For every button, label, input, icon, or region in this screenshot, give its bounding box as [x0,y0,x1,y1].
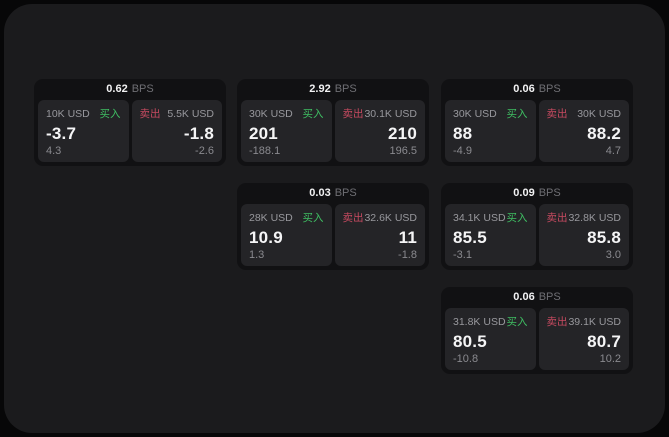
quote-column-3: 0.06 BPS 30K USD 买入 88 -4.9 卖出 30K USD 8… [441,79,633,374]
buy-tile[interactable]: 30K USD 买入 88 -4.9 [445,100,536,162]
sell-tile[interactable]: 卖出 32.8K USD 85.8 3.0 [538,204,629,266]
bps-value: 0.62 [106,83,128,95]
quote-card: 2.92 BPS 30K USD 买入 201 -188.1 卖出 30.1K … [237,79,429,166]
sell-delta: 10.2 [599,353,621,365]
sell-delta: -2.6 [195,145,214,157]
buy-delta: 4.3 [46,145,62,157]
buy-label: 买入 [302,212,324,224]
sell-label: 卖出 [342,108,364,120]
sell-delta: 4.7 [605,145,621,157]
sell-amount: 32.6K USD [364,211,417,224]
sell-price: -1.8 [183,123,214,143]
quote-card: 0.06 BPS 31.8K USD 买入 80.5 -10.8 卖出 39.1… [441,287,633,374]
buy-amount: 28K USD [249,211,293,224]
buy-label: 买入 [506,108,528,120]
bps-header: 0.09 BPS [445,183,629,204]
quote-column-1: 0.62 BPS 10K USD 买入 -3.7 4.3 卖出 5.5K USD… [34,79,226,166]
buy-tile[interactable]: 34.1K USD 买入 85.5 -3.1 [445,204,536,266]
buy-price: 85.5 [453,227,487,247]
buy-delta: -3.1 [453,249,472,261]
quote-card: 0.06 BPS 30K USD 买入 88 -4.9 卖出 30K USD 8… [441,79,633,166]
sell-price: 80.7 [587,331,621,351]
sell-delta: 3.0 [605,249,621,261]
bps-value: 0.06 [513,83,535,95]
bps-header: 0.06 BPS [445,287,629,308]
sell-tile[interactable]: 卖出 30K USD 88.2 4.7 [538,100,629,162]
sell-amount: 39.1K USD [568,315,621,328]
buy-amount: 31.8K USD [453,315,506,328]
buy-price: 80.5 [453,331,487,351]
sell-delta: -1.8 [398,249,417,261]
sell-amount: 30K USD [577,107,621,120]
sell-price: 88.2 [587,123,621,143]
buy-price: 88 [453,123,473,143]
buy-label: 买入 [506,212,528,224]
bps-unit: BPS [538,291,561,303]
buy-label: 买入 [302,108,324,120]
sell-price: 11 [398,227,417,247]
sell-price: 210 [388,123,417,143]
sell-price: 85.8 [587,227,621,247]
buy-label: 买入 [506,316,528,328]
quote-card: 0.09 BPS 34.1K USD 买入 85.5 -3.1 卖出 32.8K… [441,183,633,270]
buy-amount: 30K USD [453,107,497,120]
buy-tile[interactable]: 31.8K USD 买入 80.5 -10.8 [445,308,536,370]
sell-tile[interactable]: 卖出 30.1K USD 210 196.5 [334,100,425,162]
bps-value: 0.09 [513,187,535,199]
sell-label: 卖出 [546,108,568,120]
buy-tile[interactable]: 10K USD 买入 -3.7 4.3 [38,100,129,162]
quote-card: 0.62 BPS 10K USD 买入 -3.7 4.3 卖出 5.5K USD… [34,79,226,166]
buy-price: 10.9 [249,227,283,247]
bps-value: 0.03 [309,187,331,199]
bps-value: 0.06 [513,291,535,303]
sell-tile[interactable]: 卖出 5.5K USD -1.8 -2.6 [131,100,222,162]
sell-tile[interactable]: 卖出 32.6K USD 11 -1.8 [334,204,425,266]
bps-unit: BPS [538,83,561,95]
bps-unit: BPS [334,187,357,199]
sell-label: 卖出 [546,212,568,224]
buy-tile[interactable]: 28K USD 买入 10.9 1.3 [241,204,332,266]
buy-amount: 34.1K USD [453,211,506,224]
bps-unit: BPS [538,187,561,199]
buy-amount: 30K USD [249,107,293,120]
buy-delta: -10.8 [453,353,479,365]
buy-tile[interactable]: 30K USD 买入 201 -188.1 [241,100,332,162]
quote-card: 0.03 BPS 28K USD 买入 10.9 1.3 卖出 32.6K US… [237,183,429,270]
sell-label: 卖出 [139,108,161,120]
quote-column-2: 2.92 BPS 30K USD 买入 201 -188.1 卖出 30.1K … [237,79,429,270]
sell-tile[interactable]: 卖出 39.1K USD 80.7 10.2 [538,308,629,370]
bps-unit: BPS [334,83,357,95]
buy-label: 买入 [99,108,121,120]
bps-header: 0.03 BPS [241,183,425,204]
bps-unit: BPS [131,83,154,95]
bps-header: 2.92 BPS [241,79,425,100]
sell-label: 卖出 [546,316,568,328]
buy-amount: 10K USD [46,107,90,120]
buy-delta: -4.9 [453,145,472,157]
sell-amount: 30.1K USD [364,107,417,120]
bps-header: 0.06 BPS [445,79,629,100]
sell-amount: 32.8K USD [568,211,621,224]
bps-value: 2.92 [309,83,331,95]
bps-header: 0.62 BPS [38,79,222,100]
sell-amount: 5.5K USD [167,107,214,120]
buy-delta: 1.3 [249,249,265,261]
buy-price: -3.7 [46,123,77,143]
buy-delta: -188.1 [249,145,281,157]
sell-delta: 196.5 [389,145,417,157]
sell-label: 卖出 [342,212,364,224]
buy-price: 201 [249,123,278,143]
